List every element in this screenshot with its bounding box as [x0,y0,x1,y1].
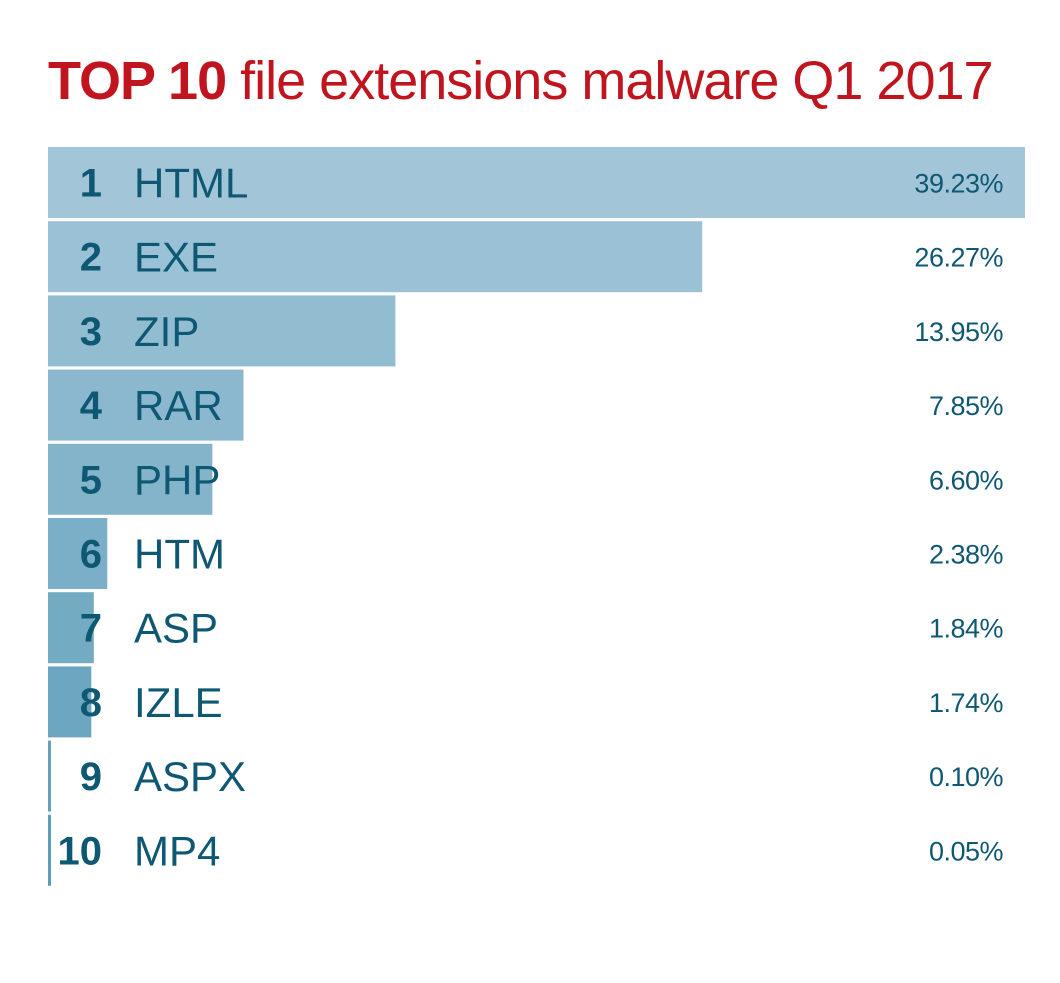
category-label: ZIP [134,308,199,355]
chart-title-bold: TOP 10 [48,51,227,111]
bars-layer [48,147,1025,886]
category-label: RAR [134,382,223,429]
category-label: MP4 [134,827,220,874]
bar-zip [48,295,396,367]
rank-label: 6 [80,533,102,577]
bar-mp4 [48,814,51,886]
chart-title: TOP 10 file extensions malware Q1 2017 [48,44,994,118]
value-label: 26.27% [914,243,1003,273]
value-label: 7.85% [929,391,1004,421]
category-label: EXE [134,234,218,281]
rank-label: 3 [80,310,102,354]
value-label: 13.95% [914,317,1003,347]
bar-rar [48,369,244,441]
labels-layer: 1 HTML 39.23% 2 EXE 26.27% 3 ZIP 13.95% 4 RAR 7.85%… [58,160,1004,875]
rank-label: 1 [80,162,102,206]
value-label: 0.10% [929,762,1004,792]
bar-izle [48,666,92,738]
rank-label: 2 [80,236,102,280]
bar-php [48,443,213,515]
category-label: PHP [134,456,220,503]
value-label: 2.38% [929,540,1004,570]
value-label: 6.60% [929,465,1004,495]
category-label: HTM [134,531,225,578]
bar-html [48,147,1025,218]
chart-title-rest: file extensions malware Q1 2017 [240,51,993,111]
value-label: 39.23% [914,169,1003,199]
bar-asp [48,592,94,664]
category-label: HTML [134,160,248,207]
category-label: IZLE [134,679,223,726]
category-label: ASP [134,605,218,652]
category-label: ASPX [134,753,246,800]
rank-label: 4 [80,384,103,428]
value-label: 1.74% [929,688,1004,718]
rank-label: 8 [80,681,102,725]
value-label: 1.84% [929,614,1004,644]
bar-exe [48,221,703,293]
bar-htm [48,518,108,589]
bar-aspx [48,740,51,812]
rank-label: 5 [80,458,102,502]
rank-label: 7 [80,607,102,651]
rank-label: 10 [58,829,103,873]
rank-label: 9 [80,755,102,799]
value-label: 0.05% [929,836,1004,866]
